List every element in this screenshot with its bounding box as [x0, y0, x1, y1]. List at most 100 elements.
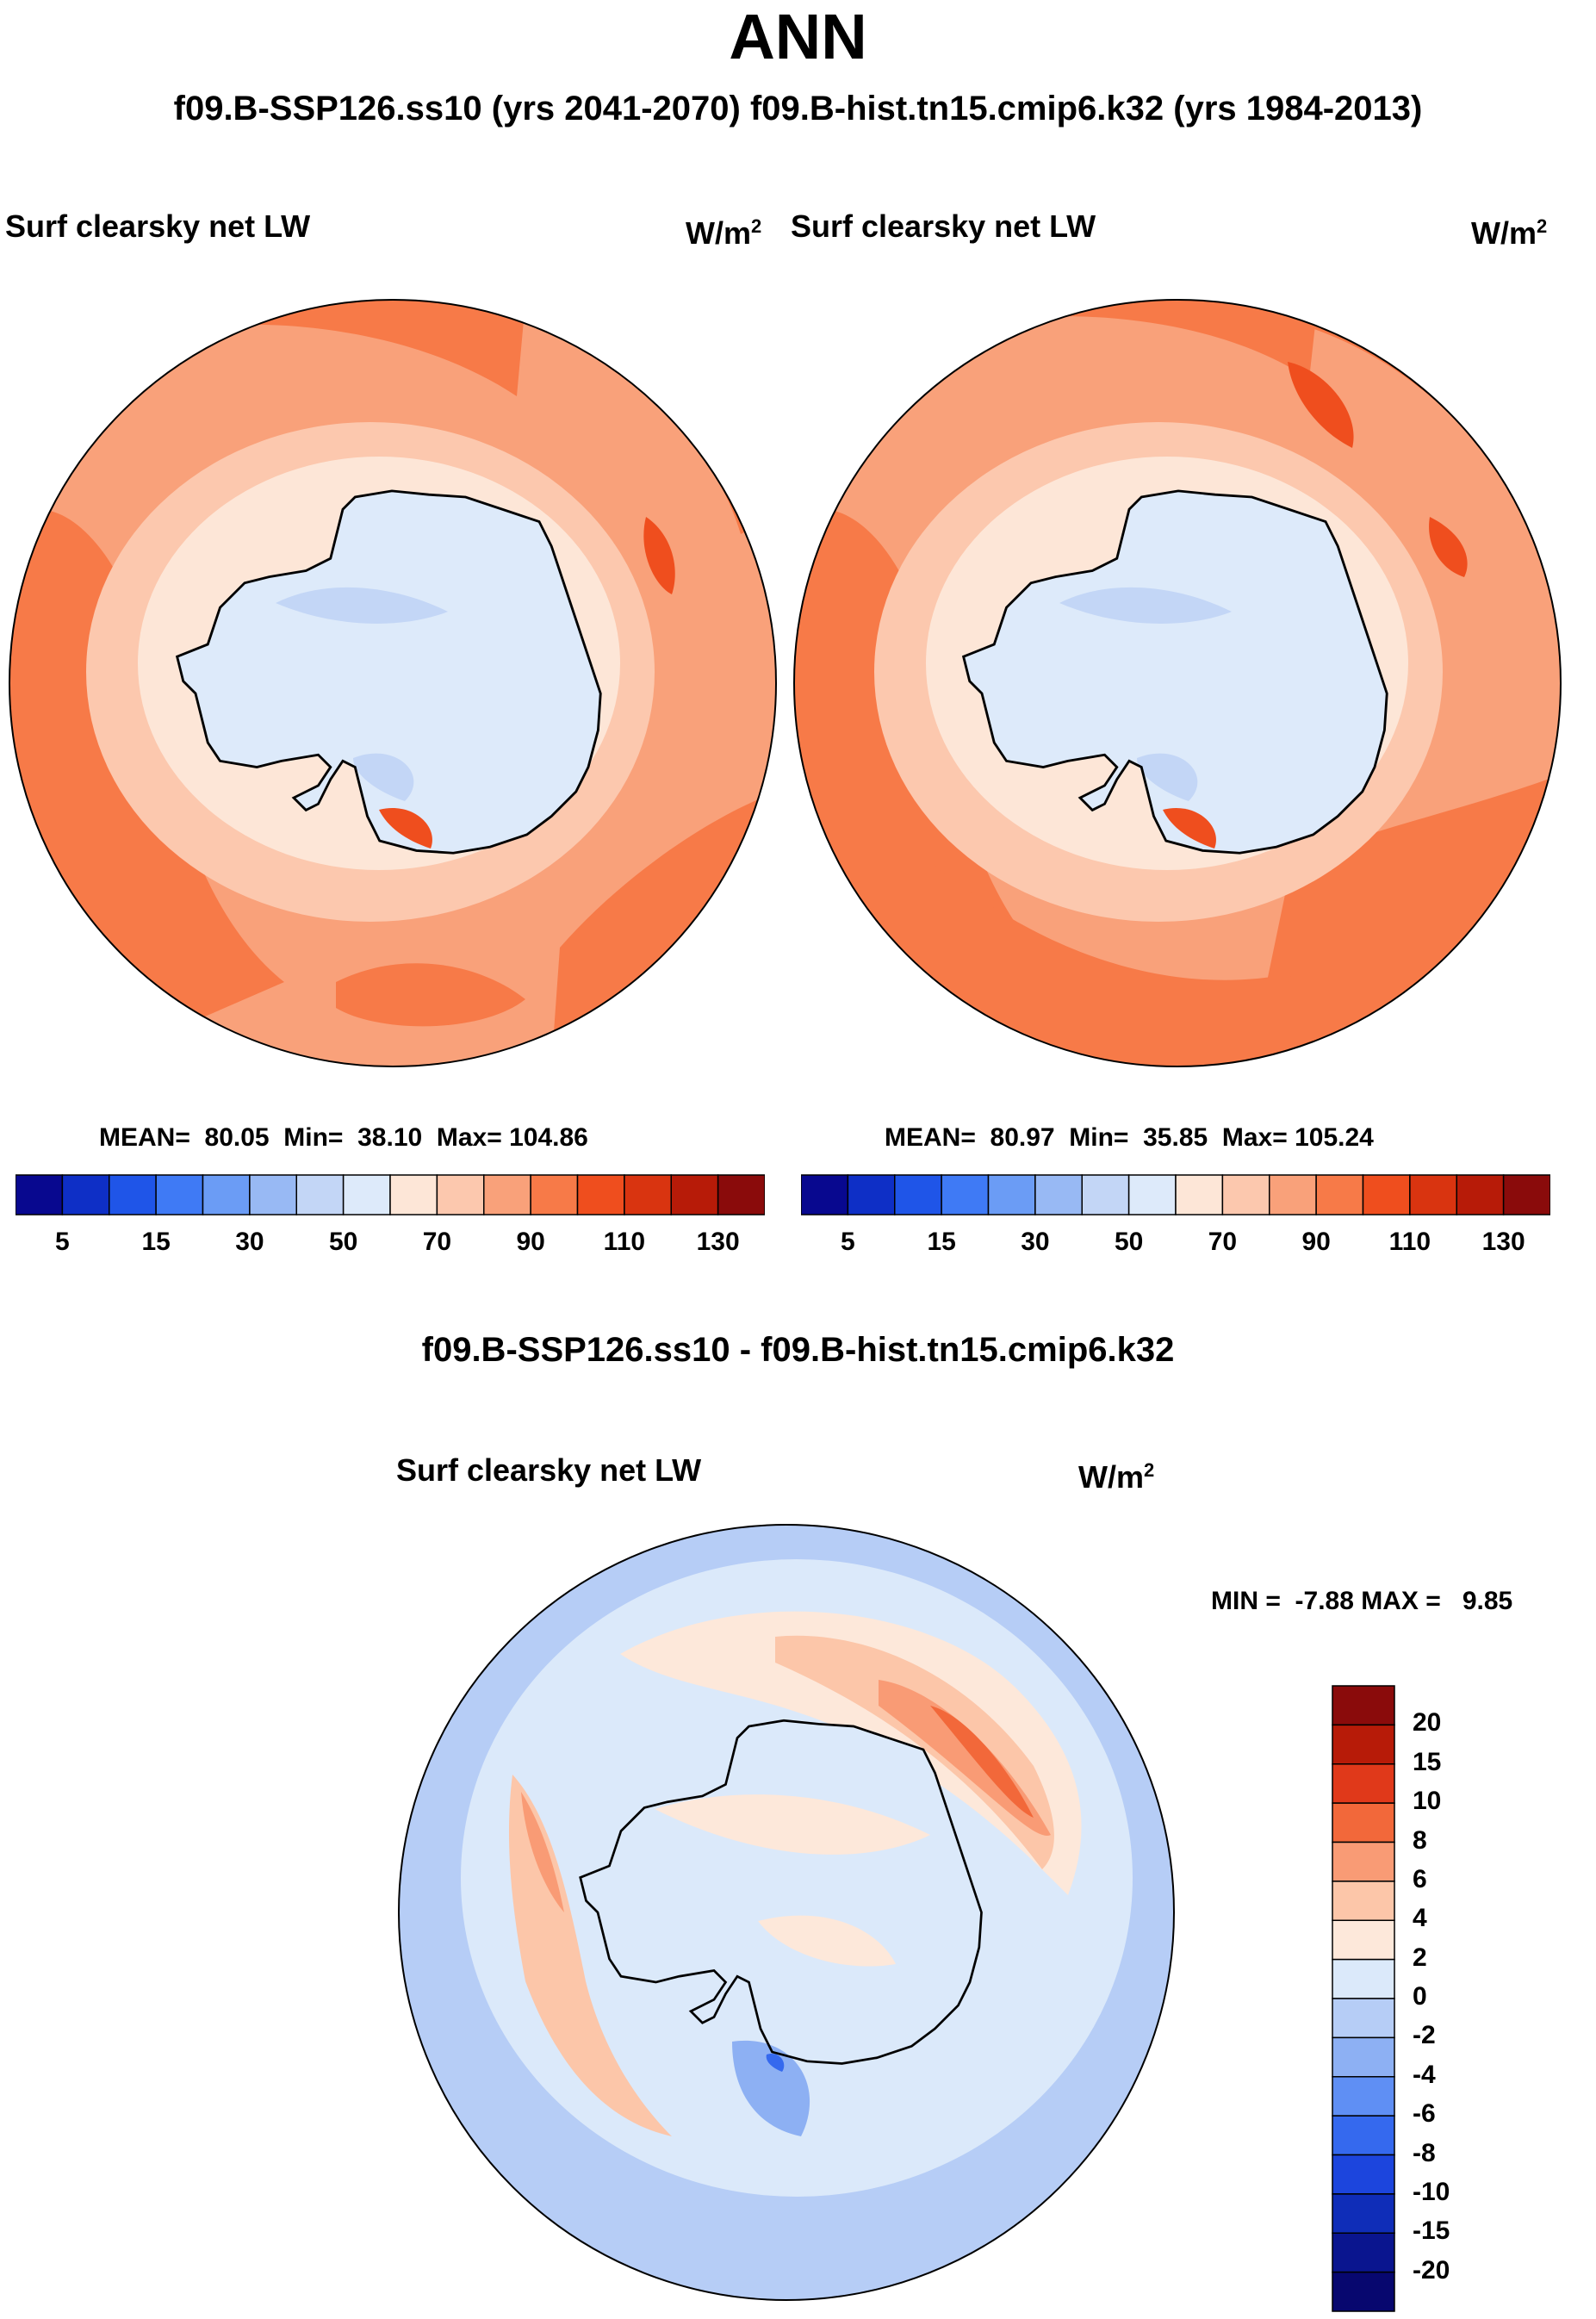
- panel2-colorbar-tick: 50: [1114, 1228, 1144, 1256]
- panel1-colorbar-tick: 110: [603, 1228, 646, 1256]
- panel3-colorbar-cell: [1332, 1919, 1395, 1961]
- panel3-min-label: MIN =: [1211, 1587, 1281, 1615]
- panel3-colorbar-cell: [1332, 2232, 1395, 2273]
- figure-title: ANN: [729, 1, 867, 72]
- panel1-colorbar-cell: [295, 1174, 345, 1215]
- panel3-colorbar-tick: 0: [1413, 1982, 1427, 2011]
- panel1-stats: MEAN= 80.05 Min= 38.10 Max= 104.86: [99, 1123, 588, 1153]
- panel2-colorbar-ticks: 5 15 30 50 70 90 110 130: [801, 1228, 1550, 1262]
- panel3-colorbar: [1332, 1685, 1395, 2312]
- panel3-map: [399, 1525, 1174, 2300]
- panel3-colorbar-tick: -6: [1413, 2099, 1436, 2129]
- panel1-colorbar-cell: [717, 1174, 765, 1215]
- panel3-colorbar-tick: -10: [1413, 2177, 1450, 2206]
- panel2-colorbar-cell: [1034, 1174, 1084, 1215]
- panel2-max-value: 105.24: [1295, 1123, 1374, 1152]
- panel2-colorbar-cell: [1502, 1174, 1550, 1215]
- panel1-units-base: W/m: [686, 215, 751, 251]
- panel3-colorbar-cell: [1332, 2271, 1395, 2312]
- panel2-min-label: Min=: [1069, 1123, 1129, 1152]
- panel1-colorbar-tick: 90: [516, 1228, 545, 1256]
- panel3-colorbar-tick: -2: [1413, 2021, 1436, 2050]
- panel1-colorbar-tick: 130: [696, 1228, 740, 1256]
- panel1-colorbar-cell: [530, 1174, 579, 1215]
- panel3-colorbar-tick: 15: [1413, 1747, 1442, 1776]
- panel3-units-exp: 2: [1144, 1459, 1155, 1481]
- panel3-colorbar-tick: 2: [1413, 1943, 1427, 1972]
- difference-title: f09.B-SSP126.ss10 - f09.B-hist.tn15.cmip…: [421, 1331, 1175, 1369]
- panel3-colorbar-ticks: 20 15 10 8 6 4 2 0 -2 -4 -6 -8 -10 -15 -20: [1413, 1684, 1516, 2313]
- panel2-colorbar-tick: 110: [1388, 1228, 1431, 1256]
- panel1-colorbar-cell: [155, 1174, 204, 1215]
- panel3-colorbar-tick: 10: [1413, 1787, 1442, 1816]
- panel3-colorbar-cell: [1332, 2115, 1395, 2156]
- panel3-colorbar-cell: [1332, 2036, 1395, 2078]
- panel2-colorbar-cell: [941, 1174, 990, 1215]
- panel2-colorbar-tick: 30: [1021, 1228, 1050, 1256]
- figure-subtitle: f09.B-SSP126.ss10 (yrs 2041-2070) f09.B-…: [173, 90, 1423, 127]
- panel2-min-value: 35.85: [1143, 1123, 1208, 1152]
- panel1-units: W/m2: [686, 215, 761, 252]
- panel1-colorbar-cell: [436, 1174, 485, 1215]
- panel2-variable-label: Surf clearsky net LW: [791, 208, 1096, 244]
- panel1-mean-label: MEAN=: [99, 1123, 190, 1152]
- panel3-colorbar-tick: 8: [1413, 1825, 1427, 1855]
- panel1-colorbar-cell: [483, 1174, 531, 1215]
- panel1-max-label: Max=: [436, 1123, 502, 1152]
- panel2-colorbar-cell: [1315, 1174, 1364, 1215]
- panel3-colorbar-cell: [1332, 1763, 1395, 1804]
- panel2-map-border: [793, 299, 1562, 1067]
- panel3-colorbar-cell: [1332, 1958, 1395, 1999]
- panel2-stats: MEAN= 80.97 Min= 35.85 Max= 105.24: [885, 1123, 1374, 1153]
- panel3-colorbar-cell: [1332, 2193, 1395, 2235]
- panel1-min-label: Min=: [283, 1123, 344, 1152]
- panel2-colorbar-cell: [1081, 1174, 1130, 1215]
- panel2-units-exp: 2: [1537, 215, 1548, 237]
- panel1-colorbar-cell: [624, 1174, 673, 1215]
- panel2-colorbar-cell: [1269, 1174, 1317, 1215]
- panel2-mean-label: MEAN=: [885, 1123, 976, 1152]
- panel1-max-value: 104.86: [509, 1123, 588, 1152]
- panel1-colorbar-tick: 70: [422, 1228, 452, 1256]
- panel1-map-border: [9, 299, 777, 1067]
- panel3-units-base: W/m: [1078, 1459, 1144, 1495]
- panel2-mean-value: 80.97: [990, 1123, 1055, 1152]
- panel2-colorbar-cell: [801, 1174, 849, 1215]
- panel2-colorbar-tick: 70: [1208, 1228, 1238, 1256]
- panel3-stats: MIN = -7.88 MAX = 9.85: [1211, 1587, 1512, 1616]
- panel1-colorbar-cell: [670, 1174, 719, 1215]
- panel1-colorbar-cell: [202, 1174, 251, 1215]
- panel3-colorbar-cell: [1332, 1881, 1395, 1922]
- panel2-colorbar-tick: 90: [1301, 1228, 1331, 1256]
- panel2-colorbar-cell: [1362, 1174, 1411, 1215]
- panel1-colorbar-tick: 50: [328, 1228, 358, 1256]
- panel2-units: W/m2: [1471, 215, 1547, 252]
- panel1-colorbar-cell: [249, 1174, 298, 1215]
- panel2-map: [794, 300, 1561, 1066]
- panel1-map: [9, 300, 776, 1066]
- panel2-colorbar-cell: [894, 1174, 942, 1215]
- panel3-colorbar-tick: 6: [1413, 1864, 1427, 1893]
- panel1-colorbar-cell: [109, 1174, 157, 1215]
- panel1-colorbar-cell: [16, 1174, 64, 1215]
- panel3-colorbar-cell: [1332, 1841, 1395, 1882]
- panel3-map-border: [398, 1524, 1175, 2301]
- panel3-colorbar-tick: 20: [1413, 1708, 1442, 1738]
- panel1-mean-value: 80.05: [204, 1123, 270, 1152]
- panel2-colorbar-cell: [1175, 1174, 1224, 1215]
- panel3-colorbar-tick: -4: [1413, 2060, 1436, 2089]
- panel3-max-value: 9.85: [1462, 1587, 1513, 1615]
- panel3-colorbar-cell: [1332, 1724, 1395, 1765]
- panel3-units: W/m2: [1078, 1459, 1154, 1495]
- panel3-colorbar-cell: [1332, 1998, 1395, 2039]
- panel1-colorbar-tick: 5: [55, 1228, 70, 1256]
- panel2-colorbar-tick: 130: [1481, 1228, 1525, 1256]
- panel3-colorbar-tick: -15: [1413, 2216, 1450, 2246]
- panel3-colorbar-cell: [1332, 2154, 1395, 2195]
- panel2-colorbar: [801, 1174, 1550, 1215]
- panel1-colorbar-cell: [576, 1174, 625, 1215]
- panel2-colorbar-cell: [1221, 1174, 1270, 1215]
- panel2-colorbar-tick: 15: [927, 1228, 956, 1256]
- panel2-colorbar-cell: [1409, 1174, 1458, 1215]
- panel3-min-value: -7.88: [1295, 1587, 1354, 1615]
